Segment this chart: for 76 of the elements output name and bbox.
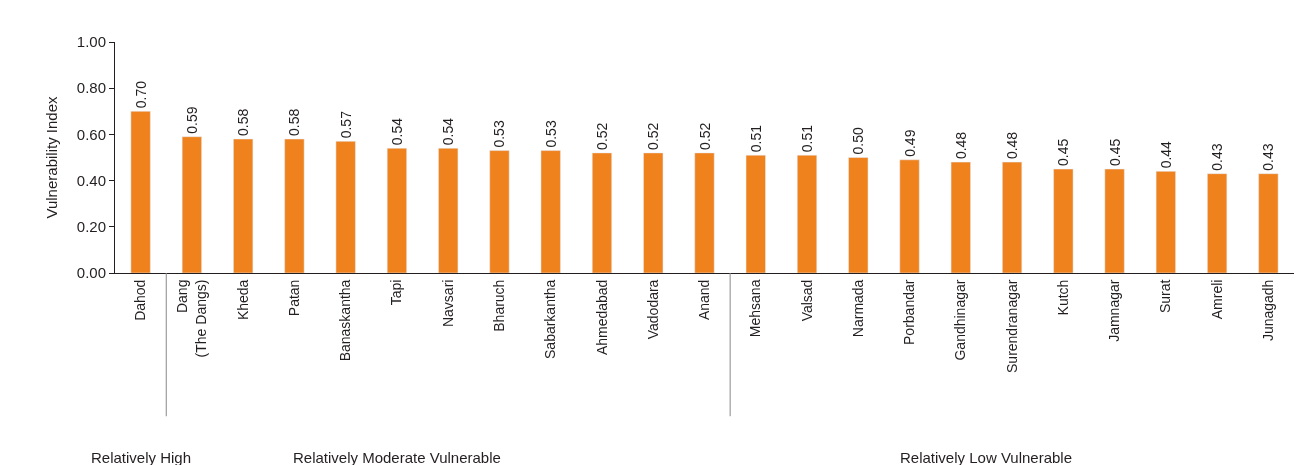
data-label: 0.43 [1260,143,1277,171]
x-tick-label: Patan [285,279,302,317]
x-tick-label: Tapi [388,279,405,306]
data-label: 0.48 [952,131,969,160]
y-tick-label: 1.00 [76,33,106,51]
x-tick-label: Porbandar [901,279,918,345]
bar [694,152,715,273]
y-tick-label: 0.60 [76,125,106,143]
bar [386,148,407,273]
data-label: 0.45 [1055,138,1072,167]
data-label: 0.52 [593,122,610,150]
bar [1258,173,1279,273]
bar [335,141,356,273]
data-label: 0.51 [799,124,816,153]
x-tick-label: Banaskantha [337,279,354,362]
data-label: 0.54 [388,117,405,146]
y-tick-label: 0.20 [76,218,106,236]
data-label: 0.52 [645,122,662,150]
y-tick-label: 0.00 [76,264,106,282]
data-label: 0.58 [286,108,303,137]
data-label: 0.48 [1004,131,1021,160]
x-tick-label: Dahod [132,279,149,321]
x-tick-label: Kutch [1054,279,1071,316]
bar [1155,171,1176,273]
x-tick-label: Surendranagar [1003,279,1020,374]
y-tick-label: 0.40 [76,171,106,189]
x-tick-label: Jamnagar [1106,279,1123,342]
x-tick-label: Amreli [1208,279,1225,320]
x-tick-label: Navsari [439,279,456,328]
x-tick-label: Kheda [234,279,251,321]
y-axis-title: Vulnerability Index [43,95,61,219]
data-label: 0.44 [1157,140,1174,169]
data-label: 0.51 [747,124,764,153]
bar [848,157,869,273]
data-label: 0.57 [337,110,354,139]
x-tick-label: Bharuch [491,279,508,332]
bar [233,138,254,273]
bar [489,150,510,273]
data-label: 0.50 [850,127,867,155]
x-tick-label: Vadodara [644,279,661,340]
bar [438,148,459,273]
data-label: 0.59 [183,106,200,134]
x-tick-label: Dang (The Dangs) [174,279,209,358]
data-label: 0.53 [491,120,508,148]
bar [797,154,818,273]
data-label: 0.52 [696,122,713,150]
bar [284,138,305,273]
bar [181,136,202,273]
bar [1104,168,1125,273]
x-tick-label: Sabarkantha [542,279,559,360]
x-tick-label: Junagadh [1259,279,1276,342]
data-label: 0.70 [132,80,149,109]
data-label: 0.54 [440,117,457,146]
bar [130,111,151,273]
data-label: 0.53 [542,120,559,148]
x-tick-label: Gandhinagar [952,279,969,361]
data-label: 0.58 [235,108,252,137]
data-label: 0.43 [1209,143,1226,171]
bar [1002,161,1023,273]
x-tick-label: Mehsana [747,279,764,338]
x-tick-label: Surat [1157,279,1174,314]
bar [643,152,664,273]
data-label: 0.45 [1106,138,1123,167]
bar [591,152,612,273]
bar [745,154,766,273]
bar [899,159,920,273]
x-tick-label: Ahmedabad [593,279,610,356]
x-tick-label: Valsad [798,279,815,322]
bar [540,150,561,273]
x-tick-label: Narmada [849,279,866,338]
bar [1207,173,1228,273]
bar [950,161,971,273]
data-label: 0.49 [901,129,918,157]
x-tick-label: Anand [696,279,713,321]
bar [1053,168,1074,273]
y-tick-label: 0.80 [76,79,106,97]
